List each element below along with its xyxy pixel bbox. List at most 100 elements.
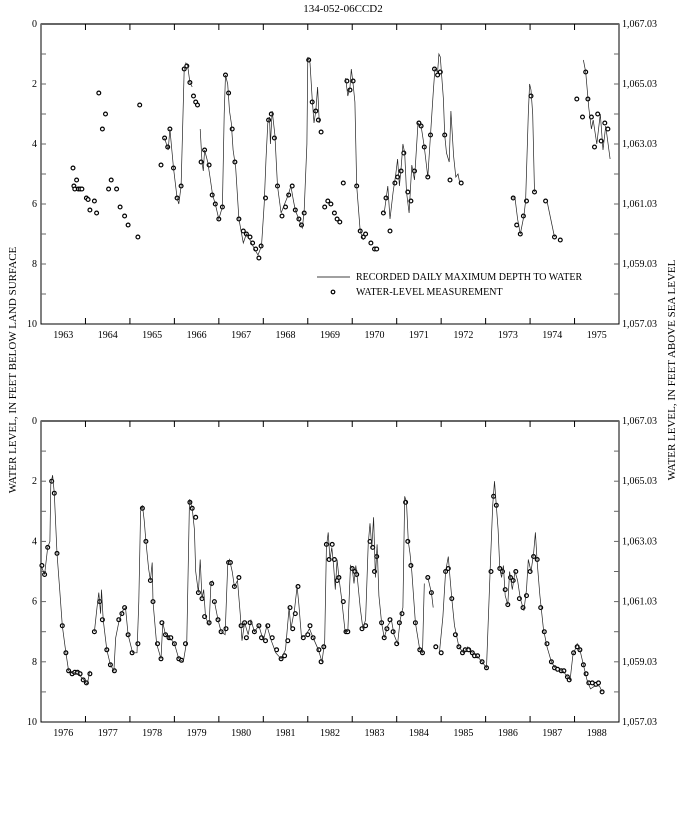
water-level-measurement-marker xyxy=(122,213,128,219)
water-level-measurement-marker xyxy=(135,234,141,240)
daily-max-depth-line xyxy=(512,83,535,235)
water-level-measurement-marker xyxy=(591,144,597,150)
x-tick-label: 1968 xyxy=(276,330,296,341)
water-level-measurement-marker xyxy=(79,186,85,192)
water-level-measurement-marker xyxy=(85,197,91,203)
water-level-measurement-marker xyxy=(87,207,93,213)
x-tick-label: 1971 xyxy=(409,330,429,341)
y-right-tick-label: 1,061.03 xyxy=(622,199,657,210)
x-tick-label: 1979 xyxy=(187,728,207,739)
water-level-measurement-marker xyxy=(99,617,105,623)
daily-max-depth-line xyxy=(583,59,611,160)
x-tick-label: 1986 xyxy=(498,728,518,739)
water-level-measurement-marker xyxy=(588,114,594,120)
water-level-measurement-marker xyxy=(117,204,123,210)
legend-marker-label: WATER-LEVEL MEASUREMENT xyxy=(356,287,503,298)
daily-max-depth-line xyxy=(40,475,91,686)
daily-max-depth-line xyxy=(164,62,193,205)
water-level-measurement-marker xyxy=(387,228,393,234)
daily-max-depth-line xyxy=(199,74,262,256)
x-tick-label: 1985 xyxy=(453,728,473,739)
x-tick-label: 1964 xyxy=(98,330,118,341)
x-tick-label: 1988 xyxy=(587,728,607,739)
daily-max-depth-line xyxy=(427,577,434,608)
water-level-measurement-marker xyxy=(460,650,466,656)
x-tick-label: 1983 xyxy=(364,728,384,739)
x-tick-label: 1982 xyxy=(320,728,340,739)
water-level-measurement-marker xyxy=(475,653,481,659)
y-right-tick-label: 1,061.03 xyxy=(622,597,657,608)
water-level-measurement-marker xyxy=(243,635,249,641)
water-level-measurement-marker xyxy=(285,638,291,644)
water-level-measurement-marker xyxy=(315,117,321,123)
water-level-measurement-marker xyxy=(574,96,580,102)
x-tick-label: 1965 xyxy=(142,330,162,341)
y-tick-label: 0 xyxy=(32,416,37,427)
daily-max-depth-line xyxy=(383,52,461,220)
y-tick-label: 2 xyxy=(32,476,37,487)
water-level-measurement-marker xyxy=(135,641,141,647)
y-right-tick-label: 1,059.03 xyxy=(622,657,657,668)
x-tick-label: 1967 xyxy=(231,330,251,341)
water-level-measurement-marker xyxy=(193,514,199,520)
chart-title: 134-052-06CCD2 xyxy=(303,3,383,15)
water-level-measurement-marker xyxy=(523,593,529,599)
x-tick-label: 1976 xyxy=(53,728,73,739)
y-tick-label: 8 xyxy=(32,657,37,668)
y-tick-label: 10 xyxy=(27,717,37,728)
water-level-measurement-marker xyxy=(108,177,114,183)
y-right-tick-label: 1,065.03 xyxy=(622,79,657,90)
water-level-measurement-marker xyxy=(168,635,174,641)
water-level-measurement-marker xyxy=(99,126,105,132)
x-tick-label: 1969 xyxy=(320,330,340,341)
daily-max-depth-line xyxy=(546,200,555,238)
daily-max-depth-line xyxy=(214,496,425,662)
water-level-measurement-marker xyxy=(543,198,549,204)
water-level-measurement-marker xyxy=(368,240,374,246)
water-level-measurement-marker xyxy=(106,186,112,192)
water-level-measurement-marker xyxy=(125,222,131,228)
bottom-chart-panel: 1976 1977 1978 1979 1980 1981 1982 1983 1984 1985… xyxy=(27,416,657,739)
y-right-tick-label: 1,067.03 xyxy=(622,19,657,30)
water-level-measurement-marker xyxy=(363,231,369,237)
water-level-measurement-marker xyxy=(595,111,601,117)
water-level-measurement-marker xyxy=(405,538,411,544)
x-tick-label: 1975 xyxy=(587,330,607,341)
y-tick-label: 6 xyxy=(32,597,37,608)
water-level-measurement-marker xyxy=(279,213,285,219)
water-level-measurement-marker xyxy=(102,111,108,117)
water-level-measurement-marker xyxy=(374,246,380,252)
water-level-measurement-marker xyxy=(488,568,494,574)
water-level-measurement-marker xyxy=(94,210,100,216)
water-level-measurement-marker xyxy=(328,201,334,207)
water-level-measurement-marker xyxy=(322,204,328,210)
water-level-measurement-marker xyxy=(337,219,343,225)
x-tick-label: 1974 xyxy=(542,330,562,341)
daily-max-depth-line xyxy=(439,481,603,693)
water-level-measurement-marker xyxy=(91,198,97,204)
y-tick-label: 8 xyxy=(32,259,37,270)
y-right-tick-label: 1,067.03 xyxy=(622,416,657,427)
x-tick-label: 1987 xyxy=(542,728,562,739)
water-level-measurement-marker xyxy=(331,556,337,562)
water-level-measurement-marker xyxy=(271,135,277,141)
x-tick-label: 1977 xyxy=(98,728,118,739)
y-tick-label: 6 xyxy=(32,199,37,210)
water-level-measurement-marker xyxy=(447,177,453,183)
y-tick-label: 4 xyxy=(32,139,37,150)
water-level-measurement-marker xyxy=(223,626,229,632)
x-tick-label: 1978 xyxy=(142,728,162,739)
water-level-measurement-marker xyxy=(458,180,464,186)
water-level-measurement-marker xyxy=(74,177,80,183)
y-right-tick-label: 1,065.03 xyxy=(622,476,657,487)
x-tick-label: 1973 xyxy=(498,330,518,341)
y-tick-label: 10 xyxy=(27,319,37,330)
water-level-measurement-marker xyxy=(595,680,601,686)
x-tick-label: 1981 xyxy=(276,728,296,739)
water-level-measurement-marker xyxy=(579,114,585,120)
water-level-measurement-marker xyxy=(114,186,120,192)
water-level-measurement-marker xyxy=(318,129,324,135)
water-level-measurement-marker xyxy=(435,72,441,78)
water-level-measurement-marker xyxy=(602,120,608,126)
water-level-measurement-marker xyxy=(325,198,331,204)
